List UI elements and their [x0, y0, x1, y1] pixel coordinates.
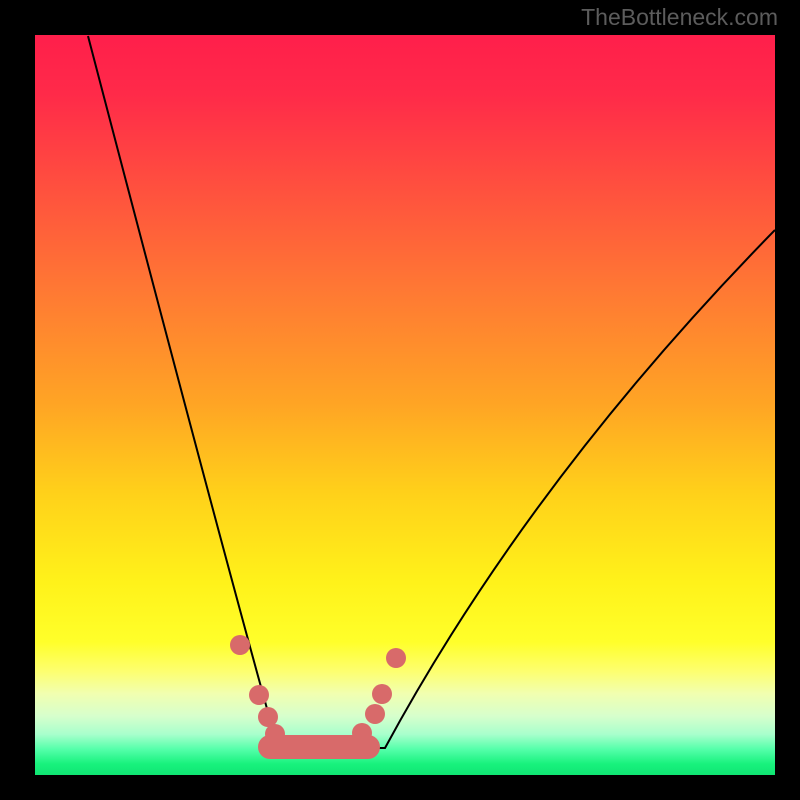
marker-dot [352, 723, 372, 743]
bottleneck-curve [88, 36, 775, 748]
marker-dot [265, 724, 285, 744]
marker-dot [372, 684, 392, 704]
marker-dot [365, 704, 385, 724]
curve-overlay [0, 0, 800, 800]
marker-dot [230, 635, 250, 655]
marker-dot [249, 685, 269, 705]
chart-stage: TheBottleneck.com [0, 0, 800, 800]
marker-dot [386, 648, 406, 668]
